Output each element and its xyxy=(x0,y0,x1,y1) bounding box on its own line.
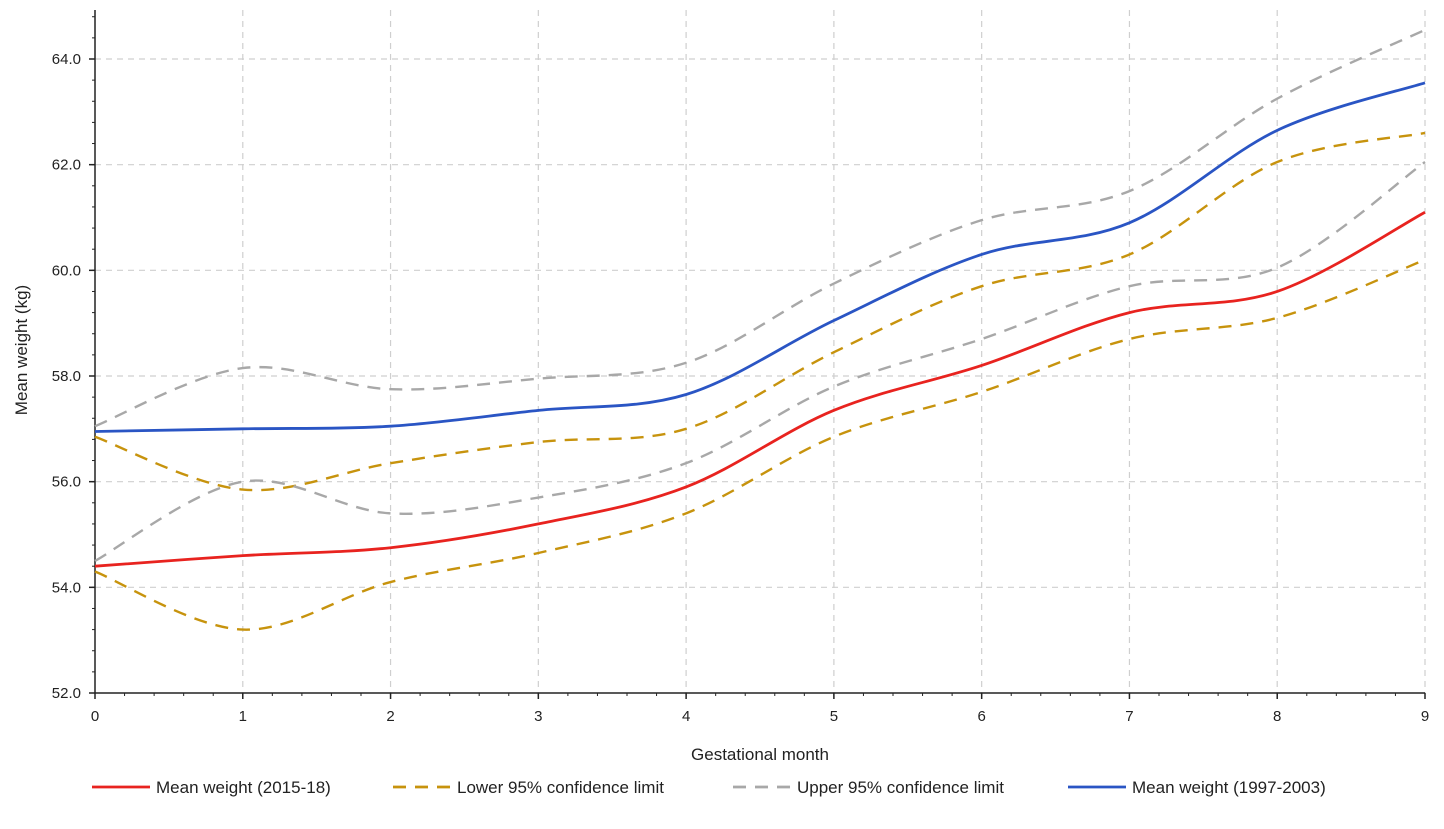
x-tick-label: 1 xyxy=(239,708,247,725)
grid xyxy=(95,10,1426,693)
y-axis-title: Mean weight (kg) xyxy=(12,285,31,415)
y-tick-label: 56.0 xyxy=(52,474,81,491)
x-tick-label: 4 xyxy=(682,708,690,725)
series-line-5 xyxy=(94,81,1426,433)
y-tick-label: 52.0 xyxy=(52,685,81,702)
tick-labels: 0 1 2 3 4 5 6 7 8 9 52.0 54.0 56.0 58.0 60.0 62.0 64.0 xyxy=(52,51,1429,725)
x-axis-title: Gestational month xyxy=(691,745,829,764)
series-line-3 xyxy=(94,161,1426,562)
legend: Mean weight (2015-18) Lower 95% confidenc… xyxy=(92,778,1326,797)
x-tick-label: 8 xyxy=(1273,708,1281,725)
x-tick-label: 0 xyxy=(91,708,99,725)
series-line-1 xyxy=(94,258,1426,631)
legend-label: Upper 95% confidence limit xyxy=(797,778,1004,797)
y-tick-label: 62.0 xyxy=(52,157,81,174)
x-tick-label: 2 xyxy=(386,708,394,725)
series-line-2 xyxy=(94,131,1426,492)
y-tick-label: 54.0 xyxy=(52,579,81,596)
legend-label: Mean weight (2015-18) xyxy=(156,778,331,797)
y-tick-label: 60.0 xyxy=(52,262,81,279)
series-lines xyxy=(94,28,1426,631)
legend-label: Mean weight (1997-2003) xyxy=(1132,778,1326,797)
legend-label: Lower 95% confidence limit xyxy=(457,778,664,797)
axes xyxy=(89,10,1426,699)
x-tick-label: 6 xyxy=(977,708,985,725)
x-tick-label: 9 xyxy=(1421,708,1429,725)
y-tick-label: 58.0 xyxy=(52,368,81,385)
x-tick-label: 3 xyxy=(534,708,542,725)
series-line-4 xyxy=(94,28,1426,428)
x-tick-label: 7 xyxy=(1125,708,1133,725)
series-line-0 xyxy=(94,210,1426,568)
y-tick-label: 64.0 xyxy=(52,51,81,68)
x-tick-label: 5 xyxy=(830,708,838,725)
